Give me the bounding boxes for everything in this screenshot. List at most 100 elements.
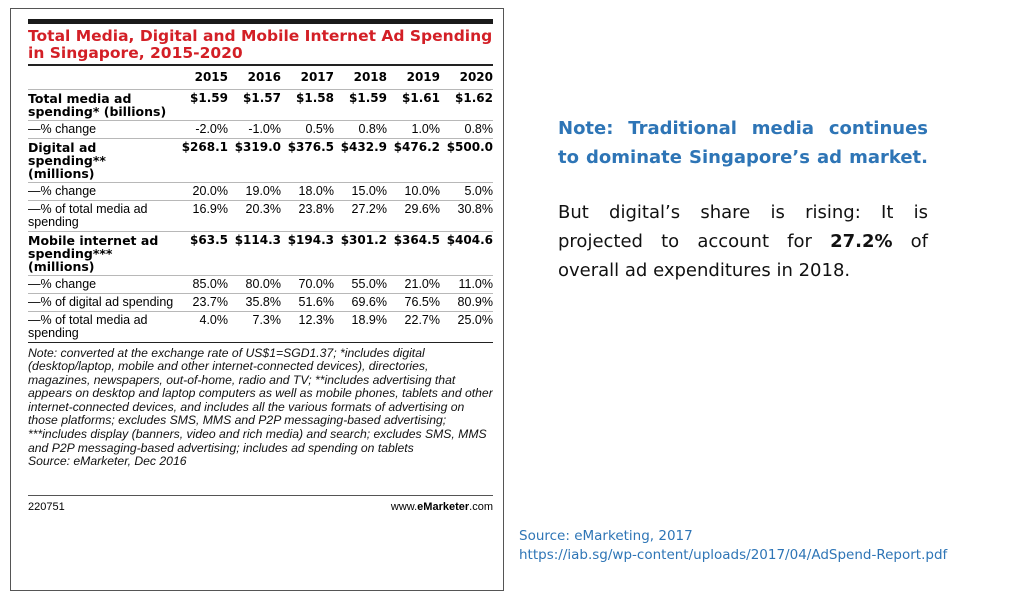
row-value: 25.0% [440,310,493,343]
row-value: 0.8% [334,119,387,138]
row-value: 70.0% [281,274,334,293]
ad-spending-table: 2015 2016 2017 2018 2019 2020 Total medi… [28,64,493,343]
row-label: —% change [28,181,175,200]
table-row: Total media ad spending* (billions) $1.59… [28,88,493,120]
row-value: $1.59 [175,88,228,120]
row-label: Digital ad spending** (millions) [28,137,175,182]
footer-rule [28,494,493,496]
row-value: 80.9% [440,292,493,311]
row-value: 23.7% [175,292,228,311]
site-prefix: www. [390,500,418,513]
row-value: 19.0% [228,181,281,200]
row-label: Total media ad spending* (billions) [28,88,175,120]
figure-content: Total Media, Digital and Mobile Internet… [28,19,493,513]
row-label: —% of total media ad spending [28,199,175,231]
side-note-text-end: of overall ad expenditures in 2018. [558,231,929,281]
row-label: —% change [28,119,175,138]
table-title: Total Media, Digital and Mobile Internet… [28,27,493,62]
row-value: $63.5 [175,230,228,275]
row-value: $268.1 [175,137,228,182]
row-value: 22.7% [387,310,440,343]
site-brand: eMarketer [417,500,470,513]
row-value: 1.0% [387,119,440,138]
row-value: 18.0% [281,181,334,200]
year-header: 2019 [387,64,440,89]
row-label: —% of total media ad spending [28,310,175,343]
site-suffix: .com [469,500,493,513]
row-value: -2.0% [175,119,228,138]
row-value: 16.9% [175,199,228,231]
row-value: $404.6 [440,230,493,275]
table-footer: 220751 www.eMarketer.com [28,496,493,513]
year-header: 2015 [175,64,228,89]
row-value: $500.0 [440,137,493,182]
source-line: Source: eMarketing, 2017 [519,528,693,544]
row-value: 11.0% [440,274,493,293]
year-header: 2018 [334,64,387,89]
row-value: $376.5 [281,137,334,182]
row-value: 15.0% [334,181,387,200]
table-row: Mobile internet ad spending*** (millions… [28,230,493,275]
year-header: 2016 [228,64,281,89]
row-value: $114.3 [228,230,281,275]
row-label: —% change [28,274,175,293]
row-value: $301.2 [334,230,387,275]
row-value: $1.57 [228,88,281,120]
table-row: —% of digital ad spending 23.7% 35.8% 51.6%… [28,292,493,311]
row-value: $1.61 [387,88,440,120]
side-note-body: But digital’s share is rising: It is pro… [558,198,928,285]
row-value: 69.6% [334,292,387,311]
side-note-highlight: 27.2% [830,231,893,252]
row-value: 85.0% [175,274,228,293]
row-value: 5.0% [440,181,493,200]
emarketer-site-link[interactable]: www.eMarketer.com [391,501,493,513]
row-value: 29.6% [387,199,440,231]
table-row: Digital ad spending** (millions) $268.1 $3… [28,137,493,182]
note-text: Note: converted at the exchange rate of … [28,346,493,455]
row-value: 7.3% [228,310,281,343]
row-value: $432.9 [334,137,387,182]
emarketer-table-figure: Total Media, Digital and Mobile Internet… [10,8,504,591]
top-rule [28,19,493,24]
row-value: 30.8% [440,199,493,231]
row-value: $364.5 [387,230,440,275]
row-value: $476.2 [387,137,440,182]
year-header: 2017 [281,64,334,89]
row-value: 80.0% [228,274,281,293]
row-value: 10.0% [387,181,440,200]
row-value: 21.0% [387,274,440,293]
row-value: 20.0% [175,181,228,200]
table-row: —% change 20.0% 19.0% 18.0% 15.0% 10.0% 5.0% [28,181,493,200]
row-value: $1.62 [440,88,493,120]
source-block: Source: eMarketing, 2017 https://iab.sg/… [519,527,1004,565]
row-value: 23.8% [281,199,334,231]
row-value: $1.58 [281,88,334,120]
row-value: 0.5% [281,119,334,138]
row-value: 76.5% [387,292,440,311]
row-value: 35.8% [228,292,281,311]
table-row: —% of total media ad spending 16.9% 20.3% 2… [28,199,493,231]
table-row: —% change -2.0% -1.0% 0.5% 0.8% 1.0% 0.8% [28,119,493,138]
row-value: $319.0 [228,137,281,182]
row-value: 51.6% [281,292,334,311]
row-value: 27.2% [334,199,387,231]
row-value: -1.0% [228,119,281,138]
year-header: 2020 [440,64,493,89]
row-value: 55.0% [334,274,387,293]
side-note-text: But digital’s share is rising: It is pro… [558,202,928,252]
row-label: Mobile internet ad spending*** (millions… [28,230,175,275]
row-value: 4.0% [175,310,228,343]
header-label-cell [28,64,175,89]
row-value: 20.3% [228,199,281,231]
chart-id: 220751 [28,500,65,513]
source-url[interactable]: https://iab.sg/wp-content/uploads/2017/0… [519,547,948,563]
table-source: Source: eMarketer, Dec 2016 [28,454,187,469]
table-row: —% change 85.0% 80.0% 70.0% 55.0% 21.0% 11.0% [28,274,493,293]
row-value: $1.59 [334,88,387,120]
row-value: 12.3% [281,310,334,343]
row-value: $194.3 [281,230,334,275]
row-value: 0.8% [440,119,493,138]
row-label: —% of digital ad spending [28,292,175,311]
table-row: —% of total media ad spending 4.0% 7.3% 12.… [28,310,493,343]
header-row: 2015 2016 2017 2018 2019 2020 [28,64,493,89]
